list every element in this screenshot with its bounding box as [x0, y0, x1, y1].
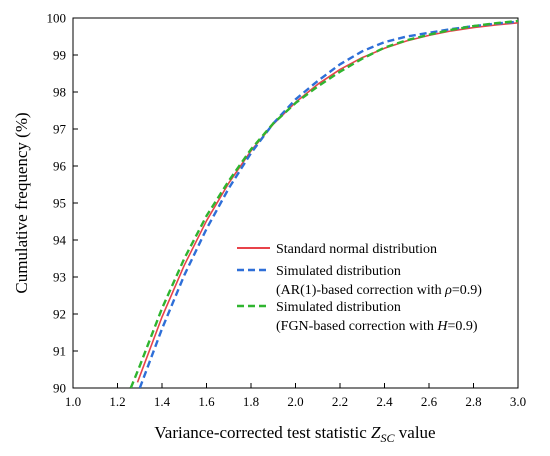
- legend-fgn-symbol: H: [436, 319, 448, 334]
- legend-fgn-pre: (FGN-based correction with: [276, 319, 437, 334]
- y-tick-label: 94: [53, 233, 67, 248]
- x-axis-title-suffix: value: [395, 423, 436, 442]
- y-tick-label: 100: [47, 11, 67, 26]
- y-tick-label: 92: [53, 307, 66, 322]
- y-tick-label: 97: [53, 122, 67, 137]
- y-tick-label: 96: [53, 159, 67, 174]
- x-tick-label: 2.2: [332, 394, 348, 409]
- legend-label-fgn-line1: Simulated distribution: [276, 300, 401, 315]
- x-tick-label: 1.0: [65, 394, 81, 409]
- x-axis-ticks: 1.0 1.2 1.4 1.6 1.8 2.0 2.2 2.4 2.6 2.8 3.0: [65, 383, 526, 409]
- x-tick-label: 2.4: [376, 394, 393, 409]
- legend-label-ar1-line2: (AR(1)-based correction with ρ=0.9): [276, 283, 482, 298]
- y-axis-title: Cumulative frequency (%): [12, 112, 31, 293]
- legend-label-fgn-line2: (FGN-based correction with H=0.9): [276, 319, 478, 334]
- x-axis-title-subscript: SC: [381, 431, 396, 445]
- y-tick-label: 91: [53, 344, 66, 359]
- x-tick-label: 3.0: [510, 394, 526, 409]
- x-tick-label: 1.8: [243, 394, 259, 409]
- x-tick-label: 1.2: [109, 394, 125, 409]
- y-tick-label: 99: [53, 48, 66, 63]
- legend-ar1-pre: (AR(1)-based correction with: [276, 283, 445, 298]
- legend-label-ar1-line1: Simulated distribution: [276, 264, 401, 279]
- legend-ar1-post: =0.9): [452, 283, 482, 298]
- y-tick-label: 95: [53, 196, 66, 211]
- legend: Standard normal distribution Simulated d…: [237, 242, 482, 334]
- x-axis-title-variable: Z: [371, 423, 381, 442]
- x-axis-title-prefix: Variance-corrected test statistic: [154, 423, 371, 442]
- x-axis-title: Variance-corrected test statistic ZSC va…: [154, 423, 435, 445]
- legend-label-normal: Standard normal distribution: [276, 242, 437, 257]
- y-tick-label: 98: [53, 85, 66, 100]
- y-tick-label: 93: [53, 270, 66, 285]
- y-tick-label: 90: [53, 381, 66, 396]
- x-tick-label: 2.6: [421, 394, 438, 409]
- legend-ar1-symbol: ρ: [444, 283, 452, 298]
- x-tick-label: 1.4: [154, 394, 171, 409]
- y-axis-ticks: 90 91 92 93 94 95 96 97 98 99 100: [47, 11, 78, 396]
- x-tick-label: 2.8: [465, 394, 481, 409]
- legend-fgn-post: =0.9): [447, 319, 477, 334]
- x-tick-label: 2.0: [287, 394, 303, 409]
- series-line-fgn-simulated: [129, 19, 518, 388]
- x-tick-label: 1.6: [198, 394, 215, 409]
- series-layer: [129, 19, 518, 388]
